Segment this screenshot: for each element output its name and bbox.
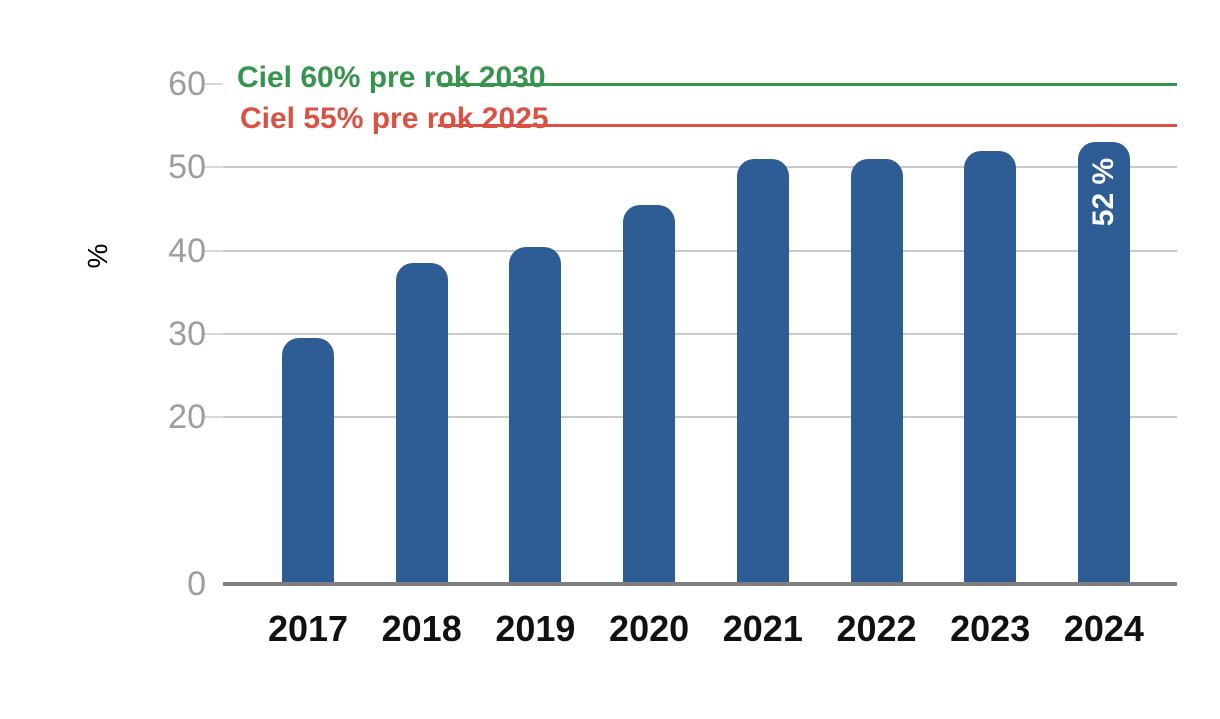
x-label-2023: 2023 bbox=[950, 608, 1031, 649]
x-label-2019: 2019 bbox=[495, 608, 576, 649]
bar-2021 bbox=[736, 159, 789, 584]
y-tick-mark-20 bbox=[203, 416, 223, 419]
target-line-55 bbox=[438, 124, 1177, 128]
y-tick-mark-50 bbox=[203, 166, 223, 169]
x-label-2021: 2021 bbox=[722, 608, 803, 649]
x-label-2017: 2017 bbox=[267, 608, 349, 649]
y-tick-label-20: 20 bbox=[168, 398, 206, 437]
y-tick-label-60: 60 bbox=[168, 65, 206, 103]
x-axis-line bbox=[223, 582, 1177, 586]
bar-2017 bbox=[282, 338, 334, 584]
y-tick-mark-30 bbox=[203, 333, 223, 335]
gridline-30 bbox=[223, 333, 1177, 335]
gridline-20 bbox=[223, 416, 1177, 419]
target-line-60 bbox=[438, 82, 1177, 86]
target-label-2030: Ciel 60% pre rok 2030 bbox=[237, 61, 546, 94]
y-tick-label-40: 40 bbox=[168, 231, 206, 270]
bar-2023 bbox=[964, 150, 1017, 584]
y-tick-mark-40 bbox=[203, 249, 223, 252]
x-label-2024: 2024 bbox=[1063, 608, 1144, 649]
bar-2024 bbox=[1077, 142, 1130, 584]
y-tick-label-50: 50 bbox=[168, 148, 206, 187]
bar-2019 bbox=[509, 246, 562, 584]
y-tick-mark-60 bbox=[203, 83, 223, 85]
bar-2018 bbox=[395, 263, 448, 584]
bar-2020 bbox=[623, 204, 676, 584]
target-label-2025: Ciel 55% pre rok 2025 bbox=[240, 102, 549, 135]
gridline-40 bbox=[223, 249, 1177, 252]
gridline-50 bbox=[223, 166, 1177, 169]
bar-value-label-2024: 52 % bbox=[1087, 157, 1120, 227]
x-label-2020: 2020 bbox=[609, 608, 690, 649]
y-axis-title: % bbox=[82, 243, 113, 269]
x-label-2022: 2022 bbox=[836, 608, 917, 649]
y-tick-label-30: 30 bbox=[168, 315, 206, 353]
x-label-2018: 2018 bbox=[381, 608, 462, 649]
bar-2022 bbox=[850, 159, 903, 584]
y-tick-label-0: 0 bbox=[187, 565, 206, 603]
plot-area: Ciel 60% pre rok 2030 Ciel 55% pre rok 2… bbox=[168, 62, 1177, 649]
